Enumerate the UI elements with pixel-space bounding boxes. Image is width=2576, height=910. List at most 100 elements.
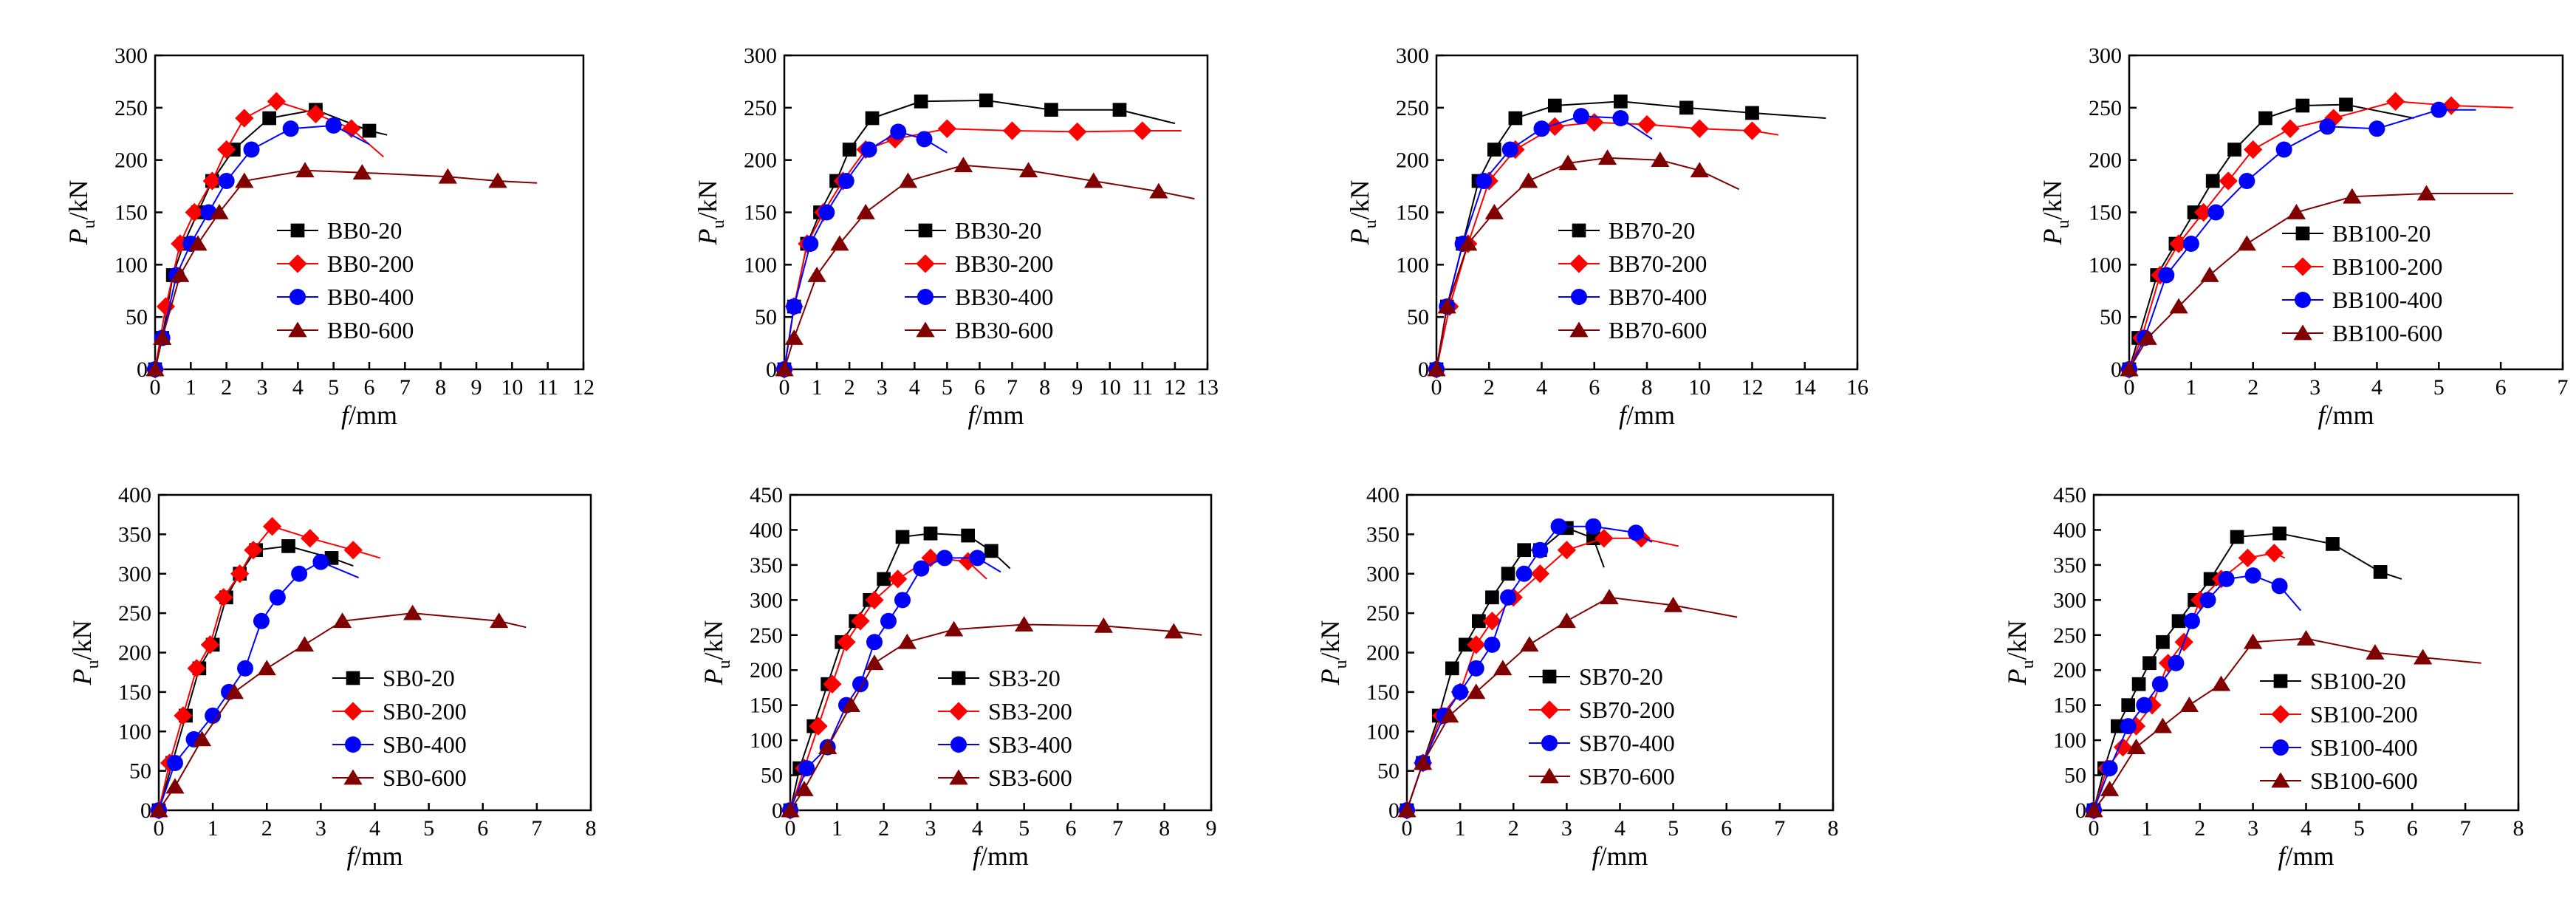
legend-marker: [2273, 674, 2288, 688]
legend-marker: [2271, 772, 2290, 788]
data-point: [969, 550, 986, 567]
x-axis-label: f/mm: [341, 400, 397, 430]
legend-entry: BB100-600: [2282, 320, 2442, 346]
y-tick-label: 250: [1396, 96, 1429, 120]
data-point: [2168, 654, 2185, 671]
data-point: [2366, 643, 2385, 660]
y-axis-label: Pu/kN: [693, 179, 728, 245]
data-point: [866, 634, 883, 651]
data-point: [2211, 675, 2231, 691]
chart-panel-5: 0 1 2 3 4 5 6 7 8 0 50 100 150 200 250 300 350 400 f/mm Pu/…: [67, 483, 597, 871]
y-tick-label: 100: [2053, 728, 2086, 753]
legend-label: BB100-200: [2332, 253, 2442, 280]
legend-marker: [949, 769, 968, 785]
data-point: [2296, 629, 2316, 646]
data-point: [1690, 119, 1709, 138]
legend-entry: BB100-200: [2282, 253, 2442, 280]
data-point: [325, 117, 342, 134]
y-tick-label: 300: [1366, 562, 1400, 586]
data-point: [2169, 234, 2188, 253]
data-point: [1547, 98, 1562, 113]
series-line: [2093, 575, 2302, 811]
data-point: [1458, 637, 1473, 652]
legend: SB3-20 SB3-200 SB3-400 SB3-600: [938, 665, 1072, 791]
data-point: [1533, 120, 1550, 137]
x-tick-label: 10: [501, 375, 523, 400]
legend-label: BB0-20: [327, 217, 402, 244]
legend-marker: [916, 254, 935, 273]
data-point: [877, 572, 891, 586]
y-tick-label: 0: [2111, 358, 2122, 382]
data-point: [1018, 162, 1038, 178]
x-tick-label: 9: [1206, 816, 1217, 841]
legend-entry: BB30-600: [905, 317, 1053, 343]
data-point: [2151, 676, 2168, 693]
data-point: [895, 530, 910, 544]
data-point: [823, 674, 842, 694]
data-point: [145, 360, 165, 377]
y-tick-label: 150: [1396, 201, 1429, 225]
legend-label: SB3-20: [988, 665, 1061, 691]
x-tick-label: 10: [1688, 375, 1710, 400]
x-tick-label: 7: [1112, 816, 1123, 841]
data-point: [2153, 717, 2173, 733]
x-tick-label: 8: [1828, 816, 1839, 841]
data-point: [897, 633, 917, 649]
data-point: [2275, 141, 2292, 158]
plot-frame: [157, 493, 592, 812]
data-point: [2207, 204, 2224, 221]
x-tick-label: 3: [877, 375, 888, 400]
data-point: [2205, 174, 2220, 188]
data-point: [2368, 120, 2385, 137]
legend-entry: SB100-400: [2260, 734, 2418, 761]
y-tick-label: 150: [2089, 201, 2122, 225]
y-tick-label: 350: [2053, 553, 2086, 578]
y-tick-label: 0: [137, 358, 148, 382]
data-point: [235, 109, 254, 128]
data-point: [798, 760, 815, 777]
series-SB70-600: [1397, 589, 1738, 818]
data-point: [1467, 660, 1484, 677]
data-point: [888, 569, 908, 589]
legend-marker: [290, 289, 306, 305]
data-point: [2169, 298, 2188, 314]
data-point: [1585, 113, 1604, 132]
y-tick-label: 0: [2075, 798, 2086, 823]
data-point: [403, 604, 422, 620]
data-point: [781, 801, 800, 818]
x-tick-label: 11: [537, 375, 558, 400]
legend-label: BB0-600: [327, 317, 414, 343]
data-point: [490, 612, 509, 629]
y-tick-label: 350: [1366, 522, 1400, 547]
legend-marker: [918, 223, 933, 238]
data-point: [841, 697, 860, 713]
data-point: [243, 141, 260, 158]
y-tick-label: 300: [118, 562, 151, 586]
x-axis-label: f/mm: [973, 841, 1029, 871]
data-point: [1427, 360, 1446, 377]
series-line: [1436, 157, 1740, 370]
data-point: [262, 111, 277, 126]
x-tick-label: 6: [364, 375, 375, 400]
y-axis-label: Pu/kN: [67, 620, 103, 685]
data-point: [1164, 623, 1183, 639]
x-axis-label: f/mm: [1592, 841, 1648, 871]
data-point: [1472, 614, 1486, 629]
y-tick-label: 300: [2089, 44, 2122, 68]
y-axis-label: Pu/kN: [699, 620, 734, 685]
x-tick-label: 6: [2496, 375, 2507, 400]
legend-label: SB3-200: [988, 698, 1072, 725]
legend-label: SB0-20: [383, 665, 455, 691]
legend-label: BB30-400: [955, 284, 1053, 310]
x-tick-label: 5: [1018, 816, 1030, 841]
series-BB70-200: [1427, 113, 1779, 379]
data-point: [1508, 111, 1523, 126]
data-point: [210, 203, 229, 219]
data-point: [2200, 266, 2219, 282]
y-tick-label: 450: [2053, 483, 2086, 507]
legend-label: SB70-200: [1579, 697, 1675, 723]
data-point: [2193, 202, 2213, 222]
data-point: [295, 162, 315, 178]
y-tick-label: 0: [772, 798, 783, 823]
x-tick-label: 5: [423, 816, 434, 841]
